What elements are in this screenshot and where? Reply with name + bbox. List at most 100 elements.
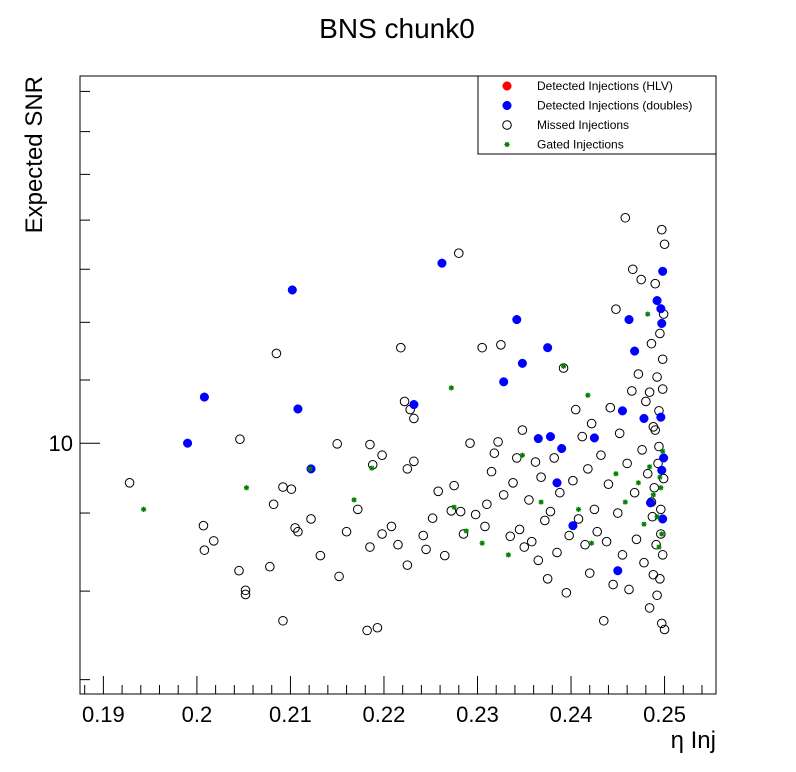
doubles-point — [437, 258, 447, 268]
missed-point — [409, 456, 419, 467]
missed-point — [617, 550, 628, 560]
missed-point — [524, 495, 534, 505]
doubles-point — [543, 343, 553, 353]
missed-point — [427, 513, 438, 524]
missed-point — [496, 339, 506, 350]
missed-point — [433, 486, 444, 497]
gated-point — [519, 452, 525, 458]
missed-point — [470, 509, 481, 520]
gated-point — [448, 385, 454, 391]
gated-point — [479, 540, 485, 546]
doubles-point — [293, 404, 303, 414]
missed-point — [465, 438, 475, 448]
missed-point — [552, 547, 562, 558]
missed-point — [573, 514, 584, 524]
missed-point — [362, 625, 372, 636]
missed-point — [545, 506, 556, 517]
x-tick-label: 0.23 — [456, 702, 499, 727]
missed-point — [519, 542, 530, 552]
missed-point — [293, 526, 303, 537]
missed-point — [477, 342, 487, 353]
missed-point — [402, 464, 413, 474]
gated-point — [463, 528, 469, 534]
missed-point — [315, 550, 326, 561]
doubles-point — [630, 346, 640, 356]
missed-point — [399, 396, 410, 407]
missed-point — [644, 387, 655, 397]
missed-point — [659, 239, 670, 250]
gated-point — [505, 552, 511, 558]
missed-point — [644, 603, 655, 613]
gated-point — [141, 506, 147, 512]
missed-point — [199, 545, 210, 555]
doubles-point — [645, 498, 656, 508]
doubles-point — [499, 377, 509, 387]
missed-point — [271, 348, 282, 359]
missed-point — [439, 550, 450, 561]
legend-marker — [502, 100, 512, 111]
missed-point — [306, 514, 316, 524]
doubles-point — [656, 304, 666, 314]
missed-point — [650, 278, 661, 289]
gated-point — [660, 448, 666, 454]
missed-point — [555, 487, 565, 498]
doubles-point — [533, 434, 543, 444]
data-marks — [124, 212, 670, 636]
missed-point — [639, 557, 649, 568]
gated-point — [622, 499, 628, 505]
missed-point — [409, 413, 419, 424]
gated-point — [646, 464, 653, 470]
doubles-point — [657, 465, 667, 475]
missed-point — [627, 386, 637, 396]
x-tick-label: 0.22 — [363, 702, 406, 727]
gated-point — [641, 521, 647, 527]
gated-point — [645, 311, 651, 317]
gated-point — [243, 485, 250, 491]
gated-point — [659, 531, 665, 537]
missed-point — [612, 508, 623, 518]
doubles-point — [658, 514, 668, 524]
missed-point — [568, 475, 578, 486]
missed-point — [536, 472, 546, 482]
missed-point — [542, 574, 553, 584]
missed-point — [605, 402, 616, 413]
doubles-point — [512, 315, 522, 325]
missed-point — [659, 624, 670, 635]
gated-point — [369, 465, 375, 471]
gated-point — [307, 466, 313, 472]
missed-point — [540, 515, 550, 526]
doubles-point — [639, 413, 649, 424]
x-axis-title: η Inj — [671, 727, 716, 754]
axes: 0.19 0.2 0.21 0.22 0.23 0.24 0.25 10 — [49, 90, 703, 727]
missed-point — [480, 521, 490, 532]
missed-point — [505, 531, 516, 542]
gated-point — [654, 514, 660, 520]
missed-point — [654, 441, 664, 452]
missed-point — [334, 571, 344, 582]
missed-point — [642, 468, 653, 479]
x-tick-label: 0.19 — [82, 702, 125, 727]
missed-point — [583, 464, 593, 474]
doubles-point — [199, 392, 209, 402]
missed-point — [564, 530, 574, 541]
gated-point — [635, 480, 641, 486]
missed-point — [332, 439, 343, 449]
missed-point — [648, 569, 659, 580]
missed-point — [377, 529, 387, 539]
missed-point — [421, 544, 431, 555]
missed-point — [652, 372, 662, 382]
gated-point — [589, 540, 595, 546]
doubles-point — [652, 296, 662, 306]
missed-point — [652, 590, 662, 601]
missed-point — [584, 568, 595, 578]
missed-point — [372, 622, 383, 633]
missed-point — [234, 565, 244, 576]
missed-point — [596, 450, 606, 461]
missed-point — [655, 328, 665, 339]
gated-point — [538, 499, 544, 505]
missed-point — [577, 431, 588, 442]
gated-point — [560, 363, 567, 369]
missed-point — [208, 536, 219, 546]
missed-point — [622, 458, 632, 469]
